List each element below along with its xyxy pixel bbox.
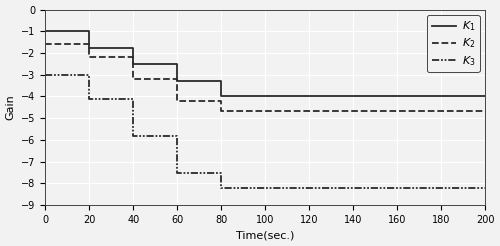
$K_1$ — [218, 80, 224, 83]
Line: $K_2$: $K_2$ — [45, 44, 485, 111]
$K_2$ — [86, 43, 92, 46]
X-axis label: Time(sec.): Time(sec.) — [236, 231, 294, 240]
$K_2$ — [482, 109, 488, 112]
$K_2$ — [86, 56, 92, 59]
$K_2$ — [218, 99, 224, 102]
$K_3$ — [482, 186, 488, 189]
$K_1$ — [130, 62, 136, 65]
$K_3$ — [174, 134, 180, 137]
$K_1$ — [42, 30, 48, 33]
$K_3$ — [86, 97, 92, 100]
$K_1$ — [482, 95, 488, 98]
$K_1$ — [174, 62, 180, 65]
$K_2$ — [42, 43, 48, 46]
$K_3$ — [130, 134, 136, 137]
Y-axis label: Gain: Gain — [6, 94, 16, 120]
$K_2$ — [174, 78, 180, 81]
$K_1$ — [218, 95, 224, 98]
$K_2$ — [130, 78, 136, 81]
Line: $K_3$: $K_3$ — [45, 75, 485, 188]
Legend: $K_1$, $K_2$, $K_3$: $K_1$, $K_2$, $K_3$ — [427, 15, 480, 72]
$K_3$ — [130, 97, 136, 100]
$K_2$ — [174, 99, 180, 102]
$K_2$ — [218, 109, 224, 112]
$K_1$ — [86, 30, 92, 33]
$K_3$ — [174, 171, 180, 174]
$K_3$ — [218, 186, 224, 189]
$K_2$ — [130, 56, 136, 59]
$K_1$ — [130, 46, 136, 49]
$K_1$ — [174, 80, 180, 83]
$K_1$ — [86, 46, 92, 49]
Line: $K_1$: $K_1$ — [45, 31, 485, 96]
$K_3$ — [42, 73, 48, 76]
$K_3$ — [86, 73, 92, 76]
$K_3$ — [218, 171, 224, 174]
